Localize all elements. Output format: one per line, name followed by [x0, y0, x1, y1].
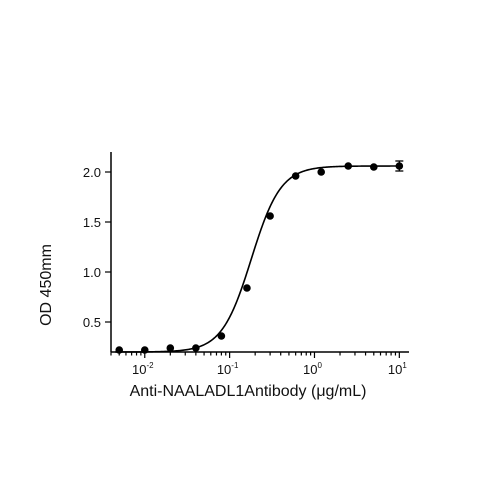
x-tick-label: 101 — [388, 361, 407, 377]
x-axis-ticks: 10-2 10-1 100 101 — [110, 352, 407, 377]
plot-area — [115, 160, 404, 354]
data-point — [166, 344, 175, 352]
x-tick-label: 10-1 — [217, 361, 239, 377]
data-point — [317, 168, 325, 176]
y-axis-ticks: 0.5 1.0 1.5 2.0 — [83, 165, 111, 330]
data-point — [192, 344, 200, 352]
x-axis-label: Anti-NAALADL1Antibody (μg/mL) — [130, 383, 367, 400]
data-point — [266, 212, 274, 220]
data-points — [115, 160, 404, 354]
y-tick-label: 1.0 — [83, 265, 101, 280]
y-tick-label: 2.0 — [83, 165, 101, 180]
y-axis-label: OD 450mm — [38, 244, 55, 326]
y-tick-label: 0.5 — [83, 315, 101, 330]
x-tick-label: 100 — [303, 361, 322, 377]
data-point — [395, 162, 404, 170]
fit-curve — [115, 165, 402, 353]
data-point — [243, 284, 251, 292]
data-point — [344, 162, 353, 170]
data-point — [291, 172, 300, 180]
data-point — [217, 332, 226, 340]
data-point — [369, 163, 378, 171]
x-tick-label: 10-2 — [132, 361, 154, 377]
y-tick-label: 1.5 — [83, 215, 101, 230]
